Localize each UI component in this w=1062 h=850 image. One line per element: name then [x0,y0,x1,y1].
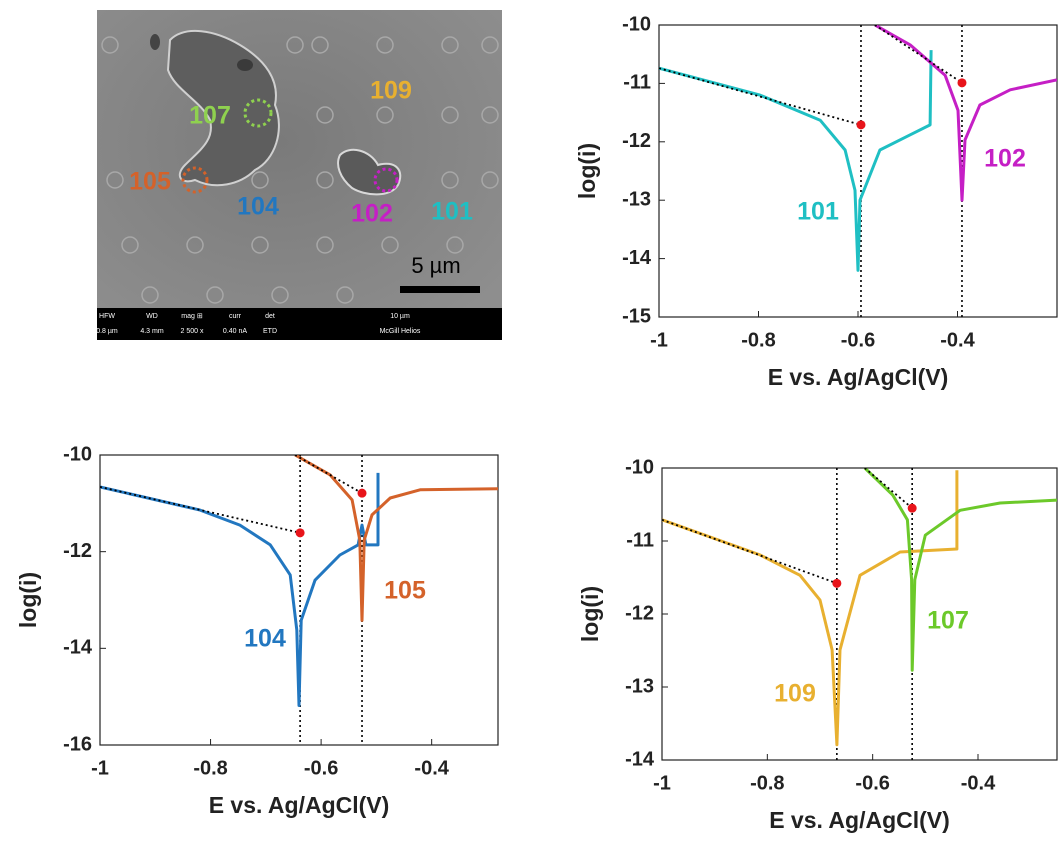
y-tick-label: -15 [622,305,651,327]
y-axis-label: log(i) [577,586,603,642]
x-axis-label: E vs. Ag/AgCl(V) [209,792,390,818]
info-value: 0.8 µm [96,328,118,335]
series-label: 105 [384,577,426,605]
info-header: WD [146,313,158,320]
info-header: HFW [99,313,115,320]
data-line [100,473,378,706]
figure: 5 µm 107 109 105 104 102 101 HFW WD mag ⊞ curr det… [0,0,1062,845]
corrosion-point [358,489,367,498]
y-tick-label: -14 [63,637,93,659]
x-tick-label: -1 [91,757,109,779]
x-tick-label: -0.4 [940,329,975,351]
x-tick-label: -0.6 [855,772,889,794]
plot-content [662,468,1057,760]
y-tick-label: -16 [63,733,92,755]
series-label: 109 [774,680,816,708]
series-label: 102 [984,145,1026,173]
y-tick-label: -10 [622,13,651,35]
plot-area [662,468,1057,760]
y-tick-label: -12 [622,130,651,152]
y-tick-label: -11 [626,529,654,551]
sem-particle [150,34,160,50]
sem-particle [237,59,253,71]
sem-label: 104 [237,193,279,221]
y-tick-label: -12 [625,602,654,624]
y-tick-label: -10 [625,456,654,478]
corrosion-point [908,504,917,513]
info-value: 4.3 mm [140,328,164,335]
series-label: 104 [244,625,286,653]
data-line [659,50,931,270]
corrosion-point [296,528,305,537]
corrosion-point [832,579,841,588]
corrosion-point [856,120,865,129]
plot-content [100,455,498,745]
y-axis-label: log(i) [574,143,600,199]
scale-bar-label: 5 µm [411,253,460,278]
x-tick-label: -0.8 [741,329,775,351]
x-tick-label: -1 [653,772,671,794]
y-tick-label: -14 [625,748,655,770]
data-line [875,25,1057,200]
info-header: mag ⊞ [181,313,203,320]
sem-label: 107 [189,102,231,130]
sem-label: 105 [129,168,171,196]
y-tick-label: -13 [625,675,654,697]
y-tick-label: -13 [622,188,651,210]
info-header: det [265,313,275,320]
data-line [865,468,1057,670]
sem-label: 102 [351,200,393,228]
sem-label: 109 [370,77,412,105]
scale-bar [400,286,480,293]
info-value: 2 500 x [181,328,204,335]
y-axis-label: log(i) [15,572,41,628]
info-value: ETD [263,328,277,335]
corrosion-point [957,78,966,87]
sem-label: 101 [431,198,473,226]
x-tick-label: -0.4 [961,772,996,794]
info-value: 0.40 nA [223,328,247,335]
x-tick-label: -0.8 [750,772,784,794]
series-label: 107 [927,607,969,635]
info-header: curr [229,313,242,320]
info-header: 10 µm [390,313,410,320]
y-tick-label: -14 [622,247,652,269]
y-tick-label: -12 [63,540,92,562]
x-axis-label: E vs. Ag/AgCl(V) [768,364,949,390]
x-tick-label: -0.6 [304,757,338,779]
x-tick-label: -1 [650,329,668,351]
x-tick-label: -0.8 [193,757,227,779]
x-tick-label: -0.4 [414,757,449,779]
y-tick-label: -11 [623,72,651,94]
series-label: 101 [797,198,839,226]
y-tick-label: -10 [63,443,92,465]
x-axis-label: E vs. Ag/AgCl(V) [769,807,950,833]
info-value: McGill Helios [380,328,421,335]
x-tick-label: -0.6 [841,329,875,351]
